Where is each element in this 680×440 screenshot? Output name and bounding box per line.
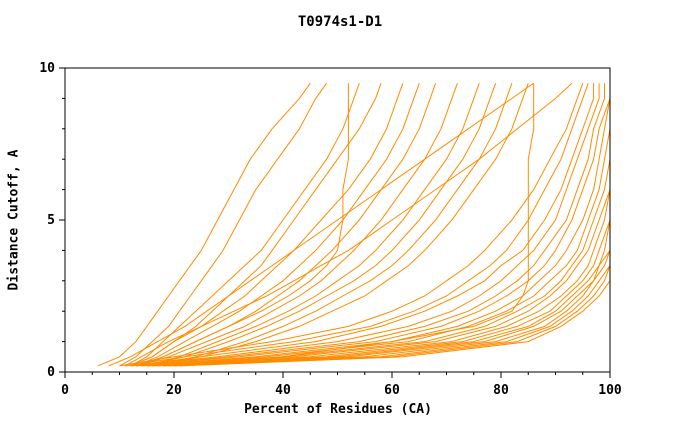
model-curve bbox=[108, 82, 534, 367]
model-curve bbox=[152, 189, 611, 367]
model-curve bbox=[130, 83, 595, 367]
model-curve bbox=[130, 83, 600, 367]
model-curve bbox=[141, 83, 437, 367]
x-tick-label: 40 bbox=[275, 383, 291, 398]
x-tick-label: 80 bbox=[493, 383, 509, 398]
model-curve bbox=[119, 82, 328, 367]
model-curve bbox=[124, 82, 573, 367]
y-axis-label: Distance Cutoff, A bbox=[6, 149, 22, 291]
x-tick-label: 100 bbox=[598, 383, 622, 398]
model-curve bbox=[163, 250, 611, 367]
y-tick-label: 5 bbox=[47, 213, 55, 228]
x-axis-label: Percent of Residues (CA) bbox=[244, 402, 432, 417]
model-curve bbox=[157, 219, 611, 367]
model-curve bbox=[124, 83, 589, 367]
x-tick-label: 60 bbox=[384, 383, 400, 398]
x-tick-label: 20 bbox=[166, 383, 182, 398]
model-curve bbox=[146, 83, 529, 367]
model-curve bbox=[146, 159, 611, 367]
model-curve bbox=[146, 189, 611, 367]
chart-title: T0974s1-D1 bbox=[297, 14, 383, 30]
model-curve bbox=[119, 83, 584, 367]
model-curve bbox=[135, 83, 420, 367]
model-curve bbox=[152, 219, 611, 367]
model-curve bbox=[163, 250, 611, 367]
model-curve bbox=[179, 280, 611, 367]
model-curve bbox=[130, 83, 404, 367]
model-curve bbox=[97, 82, 311, 367]
model-curve bbox=[130, 83, 382, 367]
y-tick-label: 10 bbox=[39, 61, 55, 76]
model-curve bbox=[173, 265, 611, 367]
model-curve bbox=[135, 98, 611, 367]
model-curve bbox=[135, 83, 458, 367]
model-curve bbox=[135, 83, 605, 367]
x-tick-label: 0 bbox=[61, 383, 69, 398]
y-tick-label: 0 bbox=[47, 365, 55, 380]
model-curve bbox=[168, 265, 611, 367]
model-curve bbox=[173, 83, 535, 367]
model-curve bbox=[152, 83, 513, 367]
model-curve bbox=[141, 98, 611, 367]
model-curve bbox=[141, 128, 611, 367]
model-curve bbox=[146, 83, 480, 367]
model-curve bbox=[141, 83, 497, 367]
model-curve bbox=[130, 83, 360, 367]
